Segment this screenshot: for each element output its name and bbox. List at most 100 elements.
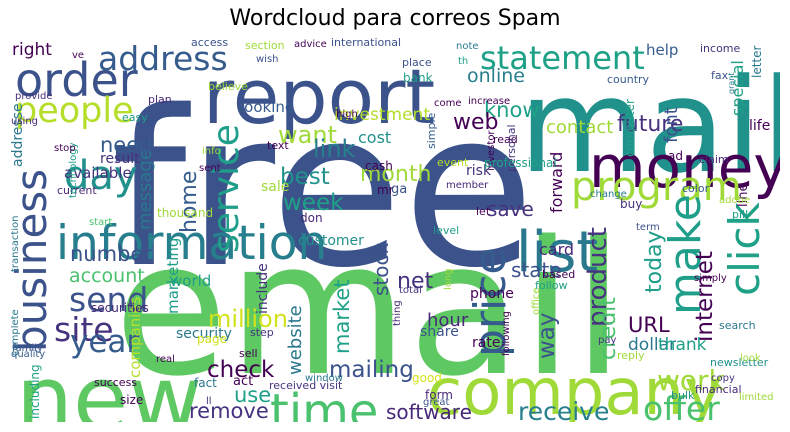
word-order: order bbox=[15, 53, 138, 107]
word-website: website bbox=[285, 305, 306, 375]
word-service: service bbox=[206, 124, 247, 253]
word-free: free bbox=[111, 64, 535, 315]
word-life: life bbox=[749, 118, 771, 134]
word-simply: simply bbox=[694, 273, 727, 284]
word-hour: hour bbox=[427, 310, 469, 331]
word-send: send bbox=[69, 280, 149, 319]
word-thank: thank bbox=[658, 335, 707, 355]
word-fax: fax bbox=[711, 69, 729, 82]
word-receive: receive bbox=[518, 397, 610, 422]
word-window: window bbox=[305, 373, 343, 384]
word-home: home bbox=[177, 170, 202, 233]
word-income: income bbox=[700, 42, 741, 55]
word-family: family bbox=[12, 343, 43, 354]
word-people: people bbox=[15, 91, 134, 131]
word-new: new bbox=[16, 347, 203, 423]
word-total: total bbox=[399, 285, 422, 296]
word-statement: statement bbox=[480, 39, 645, 77]
word-letter: letter bbox=[750, 45, 764, 78]
word-phone: phone bbox=[470, 286, 514, 302]
word-note: note bbox=[456, 41, 479, 52]
word-look: look bbox=[740, 353, 761, 364]
chart-title: Wordcloud para correos Spam bbox=[229, 6, 561, 31]
word-follow: follow bbox=[535, 279, 568, 292]
word-company: company bbox=[427, 356, 722, 422]
word-world: world bbox=[170, 272, 212, 290]
word-received-visit: received visit bbox=[269, 379, 343, 392]
word-plan: plan bbox=[148, 93, 172, 106]
word-week: week bbox=[283, 190, 344, 216]
word-state: state bbox=[511, 258, 562, 282]
word-year: year bbox=[70, 324, 140, 360]
word-work: work bbox=[657, 364, 725, 397]
word-success: success bbox=[94, 376, 138, 389]
word-size: size bbox=[120, 393, 144, 407]
word-member: member bbox=[446, 180, 489, 191]
word-want: want bbox=[278, 121, 337, 149]
word-claim: claim bbox=[699, 153, 729, 166]
word-remove: remove bbox=[189, 399, 269, 422]
word-result: result bbox=[100, 151, 140, 167]
word-country: country bbox=[607, 73, 650, 86]
word-securities: securities bbox=[91, 301, 149, 315]
word-check: check bbox=[207, 357, 275, 383]
word-increase: increase bbox=[468, 96, 511, 107]
word-net: net bbox=[397, 269, 434, 294]
word-come: come bbox=[434, 98, 462, 109]
word-act: act bbox=[233, 374, 254, 389]
word-security: security bbox=[176, 326, 232, 342]
word-million: million bbox=[208, 305, 288, 333]
word-read: read bbox=[493, 133, 518, 146]
word-risk: risk bbox=[466, 163, 492, 179]
word-thing: thing bbox=[392, 300, 403, 326]
word-text: text bbox=[267, 139, 289, 152]
word-need: need bbox=[100, 133, 153, 157]
word-mail: mail bbox=[519, 50, 780, 202]
word-mailing: mailing bbox=[329, 357, 414, 383]
word-term: term bbox=[636, 222, 660, 233]
word-url: URL bbox=[628, 313, 670, 337]
word-using: using bbox=[11, 116, 39, 127]
word-transaction: transaction bbox=[11, 215, 21, 273]
word-real: real bbox=[156, 354, 175, 365]
word-market: market bbox=[330, 279, 354, 354]
word-available: available bbox=[64, 164, 132, 182]
word-great: great bbox=[423, 397, 450, 408]
word-bank: bank bbox=[403, 71, 433, 85]
word-let: let bbox=[476, 205, 491, 218]
word-dollar: dollar bbox=[628, 335, 677, 355]
word-account: account bbox=[69, 265, 145, 287]
word-month: month bbox=[360, 162, 432, 187]
word-cost: cost bbox=[358, 128, 392, 147]
word-sell: sell bbox=[239, 347, 258, 360]
word-best: best bbox=[280, 164, 330, 190]
word-information: information bbox=[56, 216, 328, 271]
word-mr: mr bbox=[377, 183, 394, 197]
word-computer: computer bbox=[623, 99, 637, 157]
word-reply: reply bbox=[617, 349, 645, 362]
word-event: event bbox=[437, 156, 469, 169]
word-good: good bbox=[412, 371, 442, 385]
word-start: start bbox=[89, 217, 113, 228]
word-customer: customer bbox=[298, 233, 364, 249]
word-site: site bbox=[54, 310, 114, 349]
word-stock: stock bbox=[369, 242, 393, 296]
word-time: time bbox=[270, 384, 379, 422]
word-help: help bbox=[646, 41, 679, 59]
word-card: card bbox=[539, 240, 575, 259]
word-money: money bbox=[589, 133, 780, 201]
word-day: day bbox=[64, 153, 138, 199]
word-list: list bbox=[516, 220, 599, 285]
word-current: current bbox=[57, 184, 97, 197]
word-following: following bbox=[501, 311, 512, 356]
word-program: program bbox=[571, 164, 742, 210]
word-office: office bbox=[531, 287, 542, 315]
word-link: link bbox=[313, 135, 356, 163]
word-addresse: addresse bbox=[11, 103, 26, 167]
word-online: online bbox=[467, 65, 525, 87]
word-cash: cash bbox=[365, 159, 393, 173]
word-step: step bbox=[250, 326, 274, 339]
word-report: report bbox=[203, 52, 436, 141]
word-investment: investment bbox=[334, 105, 430, 125]
word-pay: pay bbox=[598, 335, 617, 346]
